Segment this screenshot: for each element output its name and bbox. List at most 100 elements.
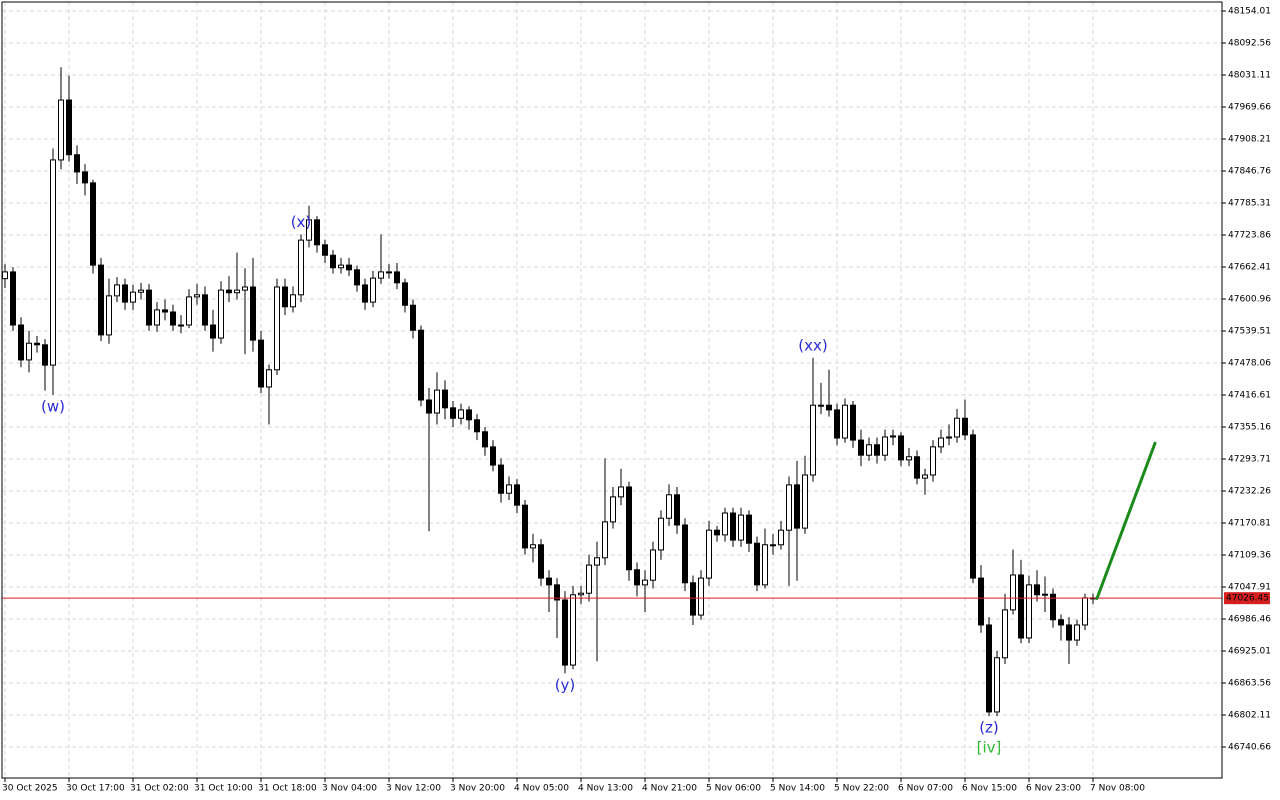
y-tick-label: 48154.01	[1228, 6, 1271, 16]
y-tick-label: 46986.46	[1228, 614, 1271, 624]
candle-body	[498, 464, 504, 494]
candle-body	[1074, 624, 1080, 641]
candle-body	[474, 419, 480, 433]
y-tick-label: 47047.91	[1228, 582, 1271, 592]
candle-body	[378, 271, 384, 279]
candle-body	[370, 277, 376, 303]
candle-body	[138, 289, 144, 293]
x-tick-label: 5 Nov 06:00	[706, 784, 761, 794]
candle-body	[402, 282, 408, 306]
y-tick-label: 46740.66	[1228, 742, 1271, 752]
candle-body	[570, 594, 576, 666]
candle-body	[170, 311, 176, 326]
candle-body	[66, 99, 72, 156]
candle-body	[122, 284, 128, 303]
candle-body	[322, 244, 328, 256]
candle-body	[962, 417, 968, 436]
candles	[2, 67, 1096, 717]
y-tick-label: 47478.06	[1228, 358, 1271, 368]
candle-body	[586, 564, 592, 594]
candle-body	[666, 494, 672, 519]
candle-body	[722, 512, 728, 536]
forecast-line	[1095, 441, 1157, 600]
candle-body	[1010, 574, 1016, 611]
candle-body	[762, 544, 768, 586]
candle-body	[50, 159, 56, 366]
y-tick-label: 47355.16	[1228, 422, 1271, 432]
candle-body	[794, 484, 800, 529]
candle-body	[18, 324, 24, 361]
candle-body	[1082, 597, 1088, 626]
candle-body	[554, 584, 560, 601]
candle-body	[74, 154, 80, 173]
candle-body	[242, 286, 248, 291]
candle-body	[218, 289, 224, 339]
candle-body	[658, 517, 664, 551]
candle-body	[98, 264, 104, 336]
candle-body	[706, 529, 712, 579]
y-tick-label: 47416.61	[1228, 390, 1271, 400]
candle-body	[594, 557, 600, 566]
y-tick-label: 46925.01	[1228, 646, 1271, 656]
x-tick-label: 31 Oct 18:00	[258, 784, 317, 794]
candle-body	[26, 342, 32, 361]
candle-body	[466, 409, 472, 421]
candle-body	[714, 529, 720, 536]
candle-body	[546, 577, 552, 586]
candle-body	[282, 286, 288, 308]
candle-body	[810, 404, 816, 476]
candle-body	[1066, 624, 1072, 641]
candle-body	[1042, 593, 1048, 596]
candle-body	[234, 289, 240, 294]
y-tick-label: 47600.96	[1228, 294, 1271, 304]
candle-body	[986, 624, 992, 713]
candle-body	[930, 446, 936, 476]
candle-body	[42, 344, 48, 366]
candle-body	[618, 486, 624, 498]
candle-body	[162, 309, 168, 313]
candle-body	[818, 404, 824, 407]
candle-body	[2, 271, 8, 280]
candle-body	[866, 444, 872, 456]
candle-body	[106, 295, 112, 336]
wave-label: (w)	[41, 397, 65, 415]
candle-body	[354, 269, 360, 286]
candle-body	[202, 294, 208, 326]
candle-body	[82, 171, 88, 184]
x-tick-label: 31 Oct 02:00	[130, 784, 189, 794]
candle-body	[258, 339, 264, 388]
y-tick-label: 47293.71	[1228, 454, 1271, 464]
wave-label: (xx)	[798, 336, 827, 354]
candle-body	[922, 474, 928, 479]
candle-body	[210, 324, 216, 339]
candle-body	[290, 294, 296, 308]
current-price-label: 47026.45	[1226, 594, 1269, 604]
y-tick-label: 47723.86	[1228, 230, 1271, 240]
y-tick-label: 47846.76	[1228, 166, 1271, 176]
candle-body	[410, 304, 416, 331]
candle-body	[298, 239, 304, 296]
candle-body	[954, 417, 960, 438]
x-tick-label: 6 Nov 07:00	[898, 784, 953, 794]
candle-body	[786, 484, 792, 531]
x-tick-label: 6 Nov 15:00	[962, 784, 1017, 794]
candle-body	[914, 456, 920, 479]
candle-body	[626, 486, 632, 571]
candle-body	[770, 544, 776, 547]
wave-label: (y)	[555, 676, 576, 694]
candle-body	[490, 446, 496, 466]
y-tick-label: 46802.11	[1228, 710, 1271, 720]
candle-body	[514, 484, 520, 506]
candle-body	[186, 296, 192, 326]
candle-body	[194, 294, 200, 298]
candle-body	[754, 542, 760, 586]
current-price-box	[1224, 592, 1270, 605]
candle-body	[538, 544, 544, 579]
candle-body	[938, 437, 944, 448]
candle-body	[34, 342, 40, 346]
y-tick-label: 47109.36	[1228, 550, 1271, 560]
x-tick-label: 4 Nov 21:00	[642, 784, 697, 794]
candle-body	[506, 484, 512, 494]
candle-body	[394, 271, 400, 284]
